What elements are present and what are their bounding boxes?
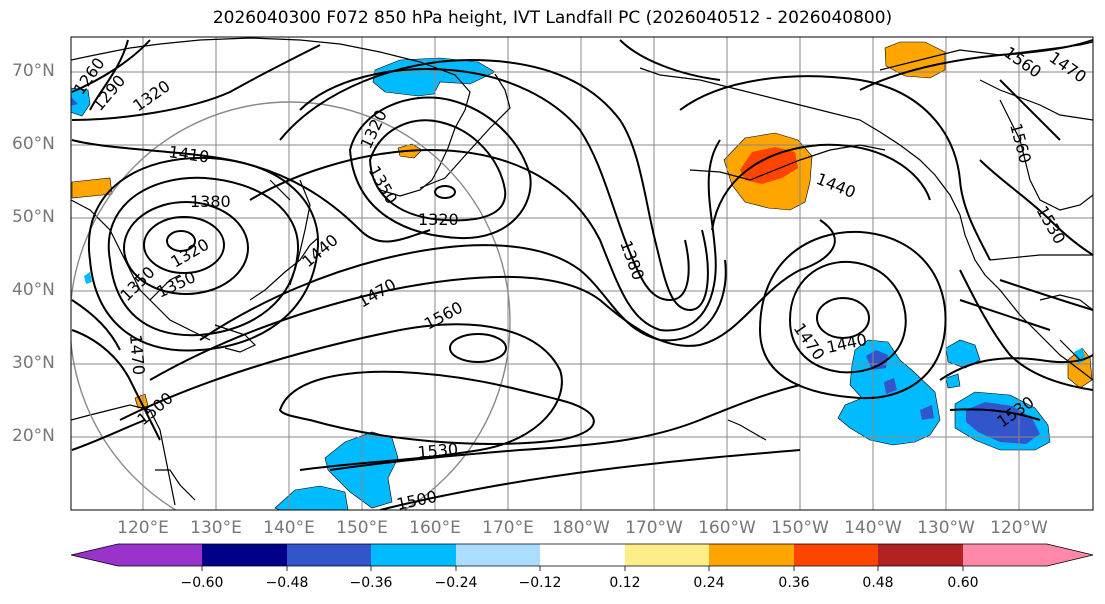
lat-label: 60°N	[12, 134, 55, 154]
colorbar-tick-label: 0.24	[693, 575, 725, 591]
lon-label: 140°W	[844, 518, 902, 538]
lat-label: 20°N	[12, 426, 55, 446]
lon-label: 120°E	[117, 518, 169, 538]
ivt-shading	[71, 41, 1093, 510]
lat-label: 30°N	[12, 353, 55, 373]
colorbar-tick-label: 0.48	[862, 575, 894, 591]
map-area	[71, 37, 1093, 510]
contour-label: 1500	[395, 487, 439, 514]
lon-label: 160°E	[409, 518, 461, 538]
colorbar-tick-label: 0.60	[947, 575, 979, 591]
lon-label: 170°W	[625, 518, 683, 538]
map-border	[70, 36, 1094, 511]
lon-label: 140°E	[263, 518, 315, 538]
colorbar-tick-label: −0.60	[180, 575, 224, 591]
lon-label: 160°W	[698, 518, 756, 538]
colorbar-tick-label: −0.12	[518, 575, 562, 591]
lon-label: 180°W	[552, 518, 610, 538]
colorbar-tick-label: −0.36	[349, 575, 393, 591]
contour-label: 1380	[190, 192, 231, 211]
lon-label: 170°E	[482, 518, 534, 538]
contour-label: 1320	[418, 210, 459, 229]
lon-label: 120°W	[990, 518, 1048, 538]
lat-label: 70°N	[12, 61, 55, 81]
graticule	[71, 37, 1093, 510]
lon-label: 150°W	[771, 518, 829, 538]
contour-label: 1470	[126, 334, 148, 376]
lat-label: 40°N	[12, 280, 55, 300]
figure-title: 2026040300 F072 850 hPa height, IVT Land…	[212, 8, 893, 28]
lat-label: 50°N	[12, 207, 55, 227]
colorbar-tick-label: −0.48	[265, 575, 309, 591]
height-contours	[71, 39, 1093, 510]
colorbar-tick-label: 0.12	[609, 575, 641, 591]
lon-label: 130°W	[917, 518, 975, 538]
lon-label: 130°E	[190, 518, 242, 538]
coastlines	[71, 37, 1093, 506]
colorbar-tick-label: −0.24	[434, 575, 478, 591]
reference-circle	[71, 101, 511, 510]
colorbar-tick-label: 0.36	[778, 575, 810, 591]
contour-label: 1530	[417, 440, 459, 462]
lon-label: 150°E	[336, 518, 388, 538]
colorbar	[70, 543, 1094, 571]
